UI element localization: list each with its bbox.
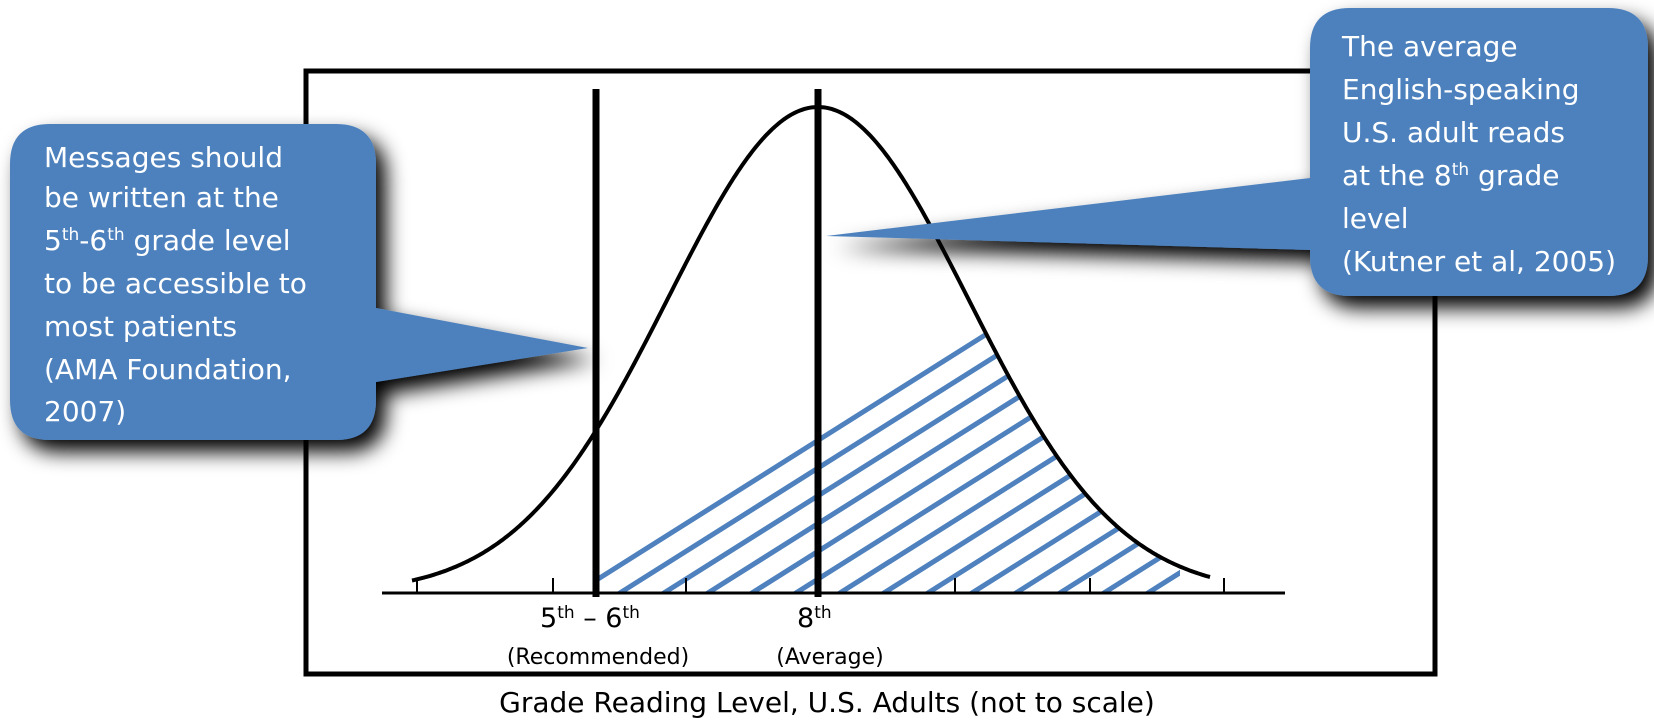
average-caption: (Average) (776, 645, 884, 670)
hatch-line (734, 107, 1180, 593)
svg-text:The average: The average (1341, 30, 1518, 63)
svg-text:(Kutner et al, 2005): (Kutner et al, 2005) (1342, 245, 1616, 278)
svg-text:English-speaking: English-speaking (1342, 73, 1579, 106)
right-callout-shape (826, 8, 1648, 296)
svg-text:to be accessible to: to be accessible to (44, 267, 307, 300)
left-callout-shape (10, 124, 588, 440)
svg-text:most patients: most patients (44, 310, 237, 343)
svg-text:at the 8th grade: at the 8th grade (1342, 159, 1560, 192)
svg-text:5th-6th grade level: 5th-6th grade level (44, 224, 290, 257)
svg-text:(AMA Foundation,: (AMA Foundation, (44, 353, 292, 386)
hatch-line (822, 107, 1180, 593)
average-grade-label: 8th (797, 603, 832, 634)
svg-text:U.S. adult reads: U.S. adult reads (1342, 116, 1565, 149)
svg-text:be written at the: be written at the (44, 181, 279, 214)
hatch-line (866, 107, 1180, 593)
x-axis-label: Grade Reading Level, U.S. Adults (not to… (499, 686, 1155, 719)
hatch-line (910, 107, 1180, 593)
recommended-caption: (Recommended) (507, 645, 689, 670)
svg-text:Messages should: Messages should (44, 141, 283, 174)
svg-text:2007): 2007) (44, 395, 126, 428)
right-callout (826, 8, 1648, 296)
chart-frame (303, 68, 1438, 677)
right-callout-text: The average English-speaking U.S. adult … (1341, 30, 1616, 278)
left-callout (10, 124, 588, 440)
svg-text:level: level (1342, 202, 1409, 235)
bell-curve (411, 105, 1211, 583)
hatch-line (778, 107, 1180, 593)
recommended-grade-label: 5th – 6th (540, 603, 640, 634)
left-callout-text: Messages should be written at the 5th-6t… (44, 141, 307, 428)
